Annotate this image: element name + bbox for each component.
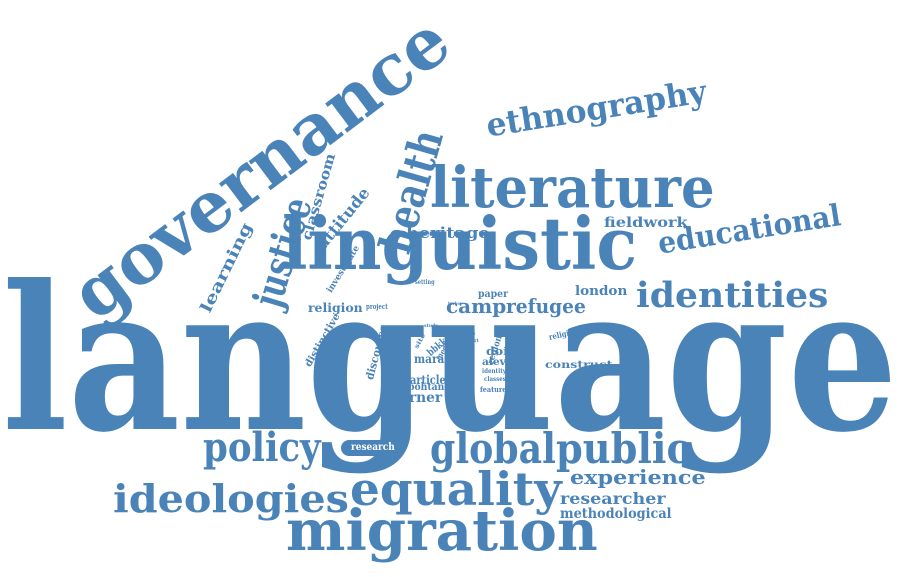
word-public: public bbox=[556, 424, 690, 473]
word-fieldwork: fieldwork bbox=[604, 215, 688, 231]
word-report: report bbox=[463, 338, 479, 344]
word-setting: setting bbox=[415, 279, 435, 286]
word-bohtan: bohtan bbox=[408, 382, 445, 393]
word-alevis: alevis bbox=[482, 357, 516, 368]
word-equality: equality bbox=[350, 462, 562, 516]
word-construct: construct bbox=[545, 360, 613, 371]
word-doing: doing bbox=[486, 345, 526, 358]
word-feature: feature bbox=[480, 385, 507, 394]
word-migration: migration bbox=[286, 498, 598, 564]
word-issue: issue bbox=[463, 331, 476, 337]
word-methodological: methodological bbox=[560, 506, 672, 522]
word-heritage: heritage bbox=[406, 224, 490, 242]
word-refugee: refugee bbox=[506, 294, 586, 318]
word-religion: religion bbox=[308, 301, 363, 315]
word-identity: identity bbox=[482, 368, 506, 375]
word-linguistic: linguistic bbox=[282, 201, 638, 286]
word-ideologies: ideologies bbox=[113, 476, 349, 521]
word-policy: policy bbox=[203, 424, 321, 471]
word-researcher: researcher bbox=[560, 489, 666, 508]
word-classes: classes bbox=[484, 376, 506, 383]
word-camp: camp bbox=[446, 294, 507, 318]
research-badge bbox=[341, 440, 405, 456]
word-identities: identities bbox=[636, 275, 829, 316]
word-project: project bbox=[366, 302, 388, 311]
word-learner: learner bbox=[386, 390, 443, 406]
word-literature: literature bbox=[430, 155, 715, 221]
word-experience: experience bbox=[570, 465, 706, 489]
word-article: article bbox=[410, 373, 446, 387]
word-research: research bbox=[351, 442, 395, 453]
word-maras: maraş bbox=[414, 352, 451, 366]
word-study: study bbox=[424, 323, 439, 329]
word-global: global bbox=[430, 424, 556, 473]
word-ethnography: ethnography bbox=[483, 72, 709, 145]
word-turkey: turkey bbox=[448, 301, 463, 307]
word-paper: paper bbox=[478, 289, 509, 300]
word-language: language bbox=[2, 242, 898, 477]
word-london: london bbox=[575, 284, 628, 299]
